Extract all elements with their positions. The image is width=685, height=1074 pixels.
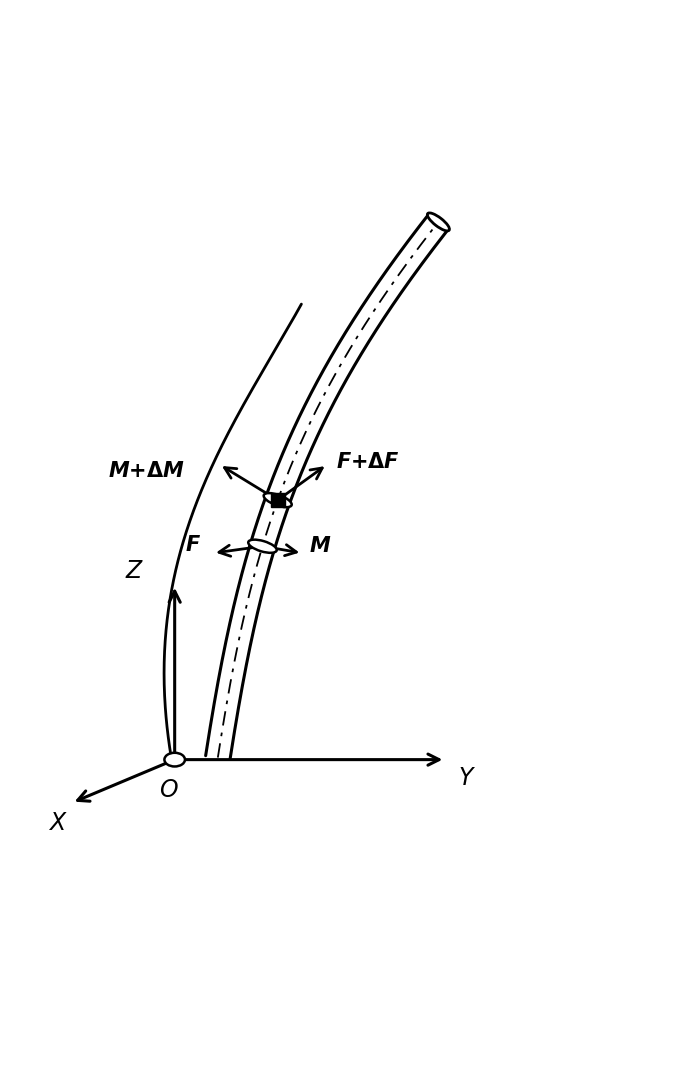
Ellipse shape <box>248 539 277 553</box>
Ellipse shape <box>264 493 292 507</box>
Ellipse shape <box>427 213 449 231</box>
Text: $X$: $X$ <box>49 811 68 836</box>
Text: $\boldsymbol{F}$+$\mathbf{\Delta}\boldsymbol{F}$: $\boldsymbol{F}$+$\mathbf{\Delta}\boldsy… <box>336 452 400 473</box>
Ellipse shape <box>164 753 185 767</box>
Text: $\boldsymbol{M}$: $\boldsymbol{M}$ <box>309 536 332 556</box>
Polygon shape <box>206 215 448 759</box>
Polygon shape <box>271 493 284 507</box>
Text: $Z$: $Z$ <box>125 560 144 583</box>
Text: $\boldsymbol{F}$: $\boldsymbol{F}$ <box>185 535 201 555</box>
Text: $O$: $O$ <box>160 779 179 802</box>
Text: $Y$: $Y$ <box>458 766 475 790</box>
Text: $\boldsymbol{M}$+$\mathbf{\Delta}\boldsymbol{M}$: $\boldsymbol{M}$+$\mathbf{\Delta}\boldsy… <box>108 462 185 481</box>
